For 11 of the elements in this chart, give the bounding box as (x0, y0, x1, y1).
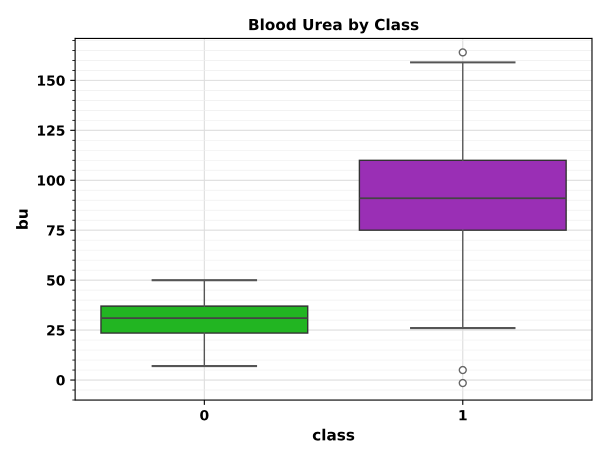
y-axis-title: bu (16, 210, 28, 229)
y-tick-label: 50 (47, 275, 65, 286)
chart-title: Blood Urea by Class (249, 18, 418, 34)
y-tick-label: 150 (38, 75, 65, 86)
y-tick-label: 75 (47, 225, 64, 236)
x-tick-label: 1 (460, 410, 467, 420)
x-axis-title: class (312, 428, 354, 441)
y-tick-label: 0 (56, 375, 65, 386)
y-tick-label: 25 (47, 325, 64, 336)
y-tick-label: 100 (38, 175, 65, 186)
y-tick-label: 125 (38, 125, 64, 136)
